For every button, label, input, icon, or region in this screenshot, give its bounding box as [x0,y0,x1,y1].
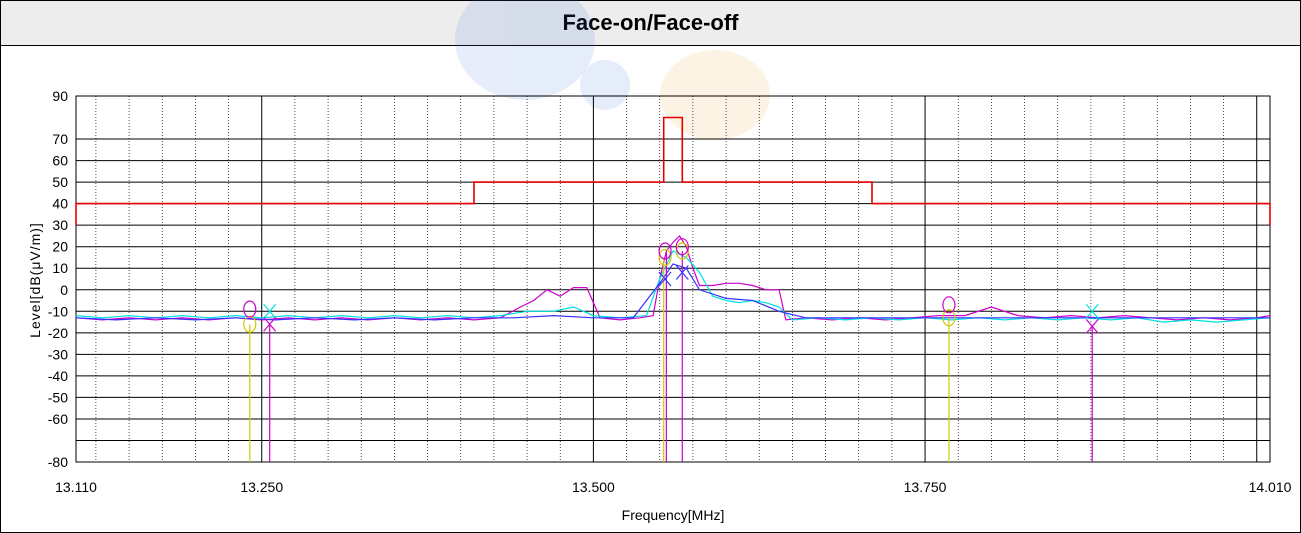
series-line-2 [75,250,1271,323]
y-tick-label: -20 [48,325,68,341]
grid [76,95,1270,463]
series-line-1 [75,234,1271,321]
series-layer [75,116,1271,323]
y-tick-label: 0 [60,282,68,298]
marker-stems [249,251,1093,462]
marker-circle [658,242,672,260]
y-tick-label: -30 [48,346,68,362]
y-axis-label: Level[dB(μV/m)] [27,222,43,338]
marker-x [1085,303,1099,319]
y-tick-label: 10 [52,260,68,276]
marker-x-stroke [263,316,277,332]
watermark-logo [455,0,770,140]
x-tick-label: 13.500 [572,479,615,495]
x-tick-label: 13.750 [904,479,947,495]
marker-circle [675,238,689,256]
marker-x [658,271,672,287]
x-axis-label: Frequency[MHz] [622,507,725,523]
y-tick-label: -60 [48,411,68,427]
marker-x [675,265,689,280]
y-tick-label: 30 [52,217,68,233]
chart-title-bar: Face-on/Face-off [1,1,1300,46]
y-tick-label: -40 [48,368,68,384]
markers-layer [243,238,1099,334]
y-tick-label: 40 [52,196,68,212]
y-tick-label: -10 [48,303,68,319]
marker-x-stroke [263,303,277,319]
marker-circle [675,242,689,260]
marker-x [263,303,277,319]
x-tick-label: 14.010 [1249,479,1292,495]
x-tick-label: 13.110 [55,479,97,495]
chart-title: Face-on/Face-off [562,10,739,35]
marker-x-stroke [675,265,689,280]
y-tick-label: 60 [52,153,68,169]
marker-circle [243,300,257,318]
y-tick-label: 90 [52,88,68,104]
marker-circle [942,309,956,327]
marker-circle [658,248,672,267]
marker-x-stroke [1085,303,1099,319]
plot-area-border [75,95,1271,463]
y-tick-label: 70 [52,131,68,147]
marker-x [1085,318,1099,334]
y-tick-labels: 90 70 60 50 40 30 20 10 0 -10 -20 -30 -40 -50 -60 -80 [48,88,68,470]
marker-x-stroke [1085,318,1099,334]
x-tick-labels: 13.110 13.250 13.500 13.750 14.010 [55,479,1292,495]
y-tick-label: 20 [52,239,68,255]
marker-x-stroke [658,271,672,287]
y-tick-label: 50 [52,174,68,190]
x-tick-label: 13.250 [240,479,283,495]
marker-x [263,316,277,332]
series-line-3 [75,263,1270,321]
marker-circle [942,296,956,314]
y-tick-label: -80 [48,454,68,470]
series-line-0 [75,116,1271,226]
y-tick-label: -50 [48,389,68,405]
marker-circle [243,315,257,333]
